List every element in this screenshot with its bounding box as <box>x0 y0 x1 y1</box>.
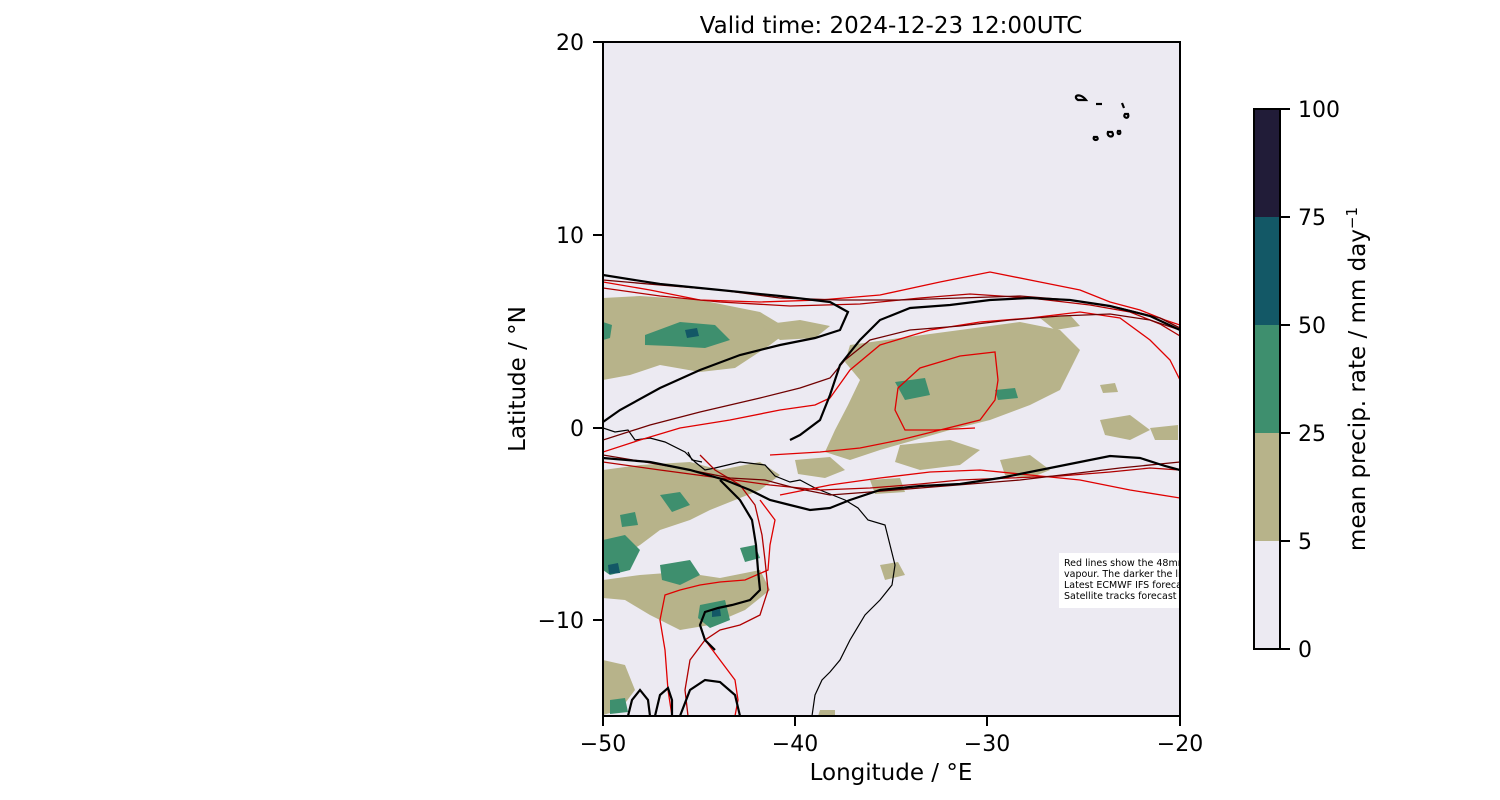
colorbar: 100 75 50 25 5 0 mean precip. rate / mm … <box>1253 98 1371 663</box>
y-axis-label: Latitude / °N <box>505 306 531 452</box>
colorbar-label: mean precip. rate / mm day−1 <box>1343 207 1371 551</box>
y-tick-label: 20 <box>556 31 584 56</box>
colorbar-tick-label: 25 <box>1298 422 1326 447</box>
x-tick-label: −30 <box>964 732 1010 757</box>
colorbar-tick-label: 5 <box>1298 530 1312 555</box>
coastline-layer <box>603 427 896 716</box>
y-axis <box>593 41 603 621</box>
colorbar-tick-label: 75 <box>1298 206 1326 231</box>
colorbar-tick-label: 50 <box>1298 314 1326 339</box>
chart-title: Valid time: 2024-12-23 12:00UTC <box>700 13 1083 39</box>
colorbar-bin <box>1254 109 1280 217</box>
colorbar-bin <box>1254 541 1280 649</box>
x-tick-label: −20 <box>1157 732 1203 757</box>
colorbar-bin <box>1254 217 1280 325</box>
y-tick-label: 0 <box>570 417 584 442</box>
colorbar-bin <box>1254 325 1280 433</box>
x-axis-label: Longitude / °E <box>810 760 973 786</box>
note-line-1: Red lines show the 48mm contour of integ… <box>1064 558 1359 569</box>
colorbar-tick-label: 0 <box>1298 638 1312 663</box>
x-tick-label: −40 <box>772 732 818 757</box>
colorbar-tick-label: 100 <box>1298 98 1340 123</box>
y-tick-label: 10 <box>556 224 584 249</box>
precip-50-75-layer <box>608 328 721 617</box>
x-tick-label: −50 <box>580 732 626 757</box>
colorbar-bin <box>1254 433 1280 541</box>
y-tick-label: −10 <box>538 609 584 634</box>
note-line-2: vapour. The darker the line, the nearer … <box>1064 569 1311 580</box>
note-line-3: Latest ECMWF IFS forecast initialization… <box>1064 580 1365 591</box>
forecast-note: Red lines show the 48mm contour of integ… <box>1059 553 1365 608</box>
x-axis <box>602 716 1181 726</box>
precip-25-50-layer <box>603 322 1018 714</box>
tcwv-contours-black <box>603 94 1180 716</box>
axes-frame <box>602 41 1181 717</box>
note-line-4: Satellite tracks forecast issued on 2024… <box>1064 591 1336 602</box>
